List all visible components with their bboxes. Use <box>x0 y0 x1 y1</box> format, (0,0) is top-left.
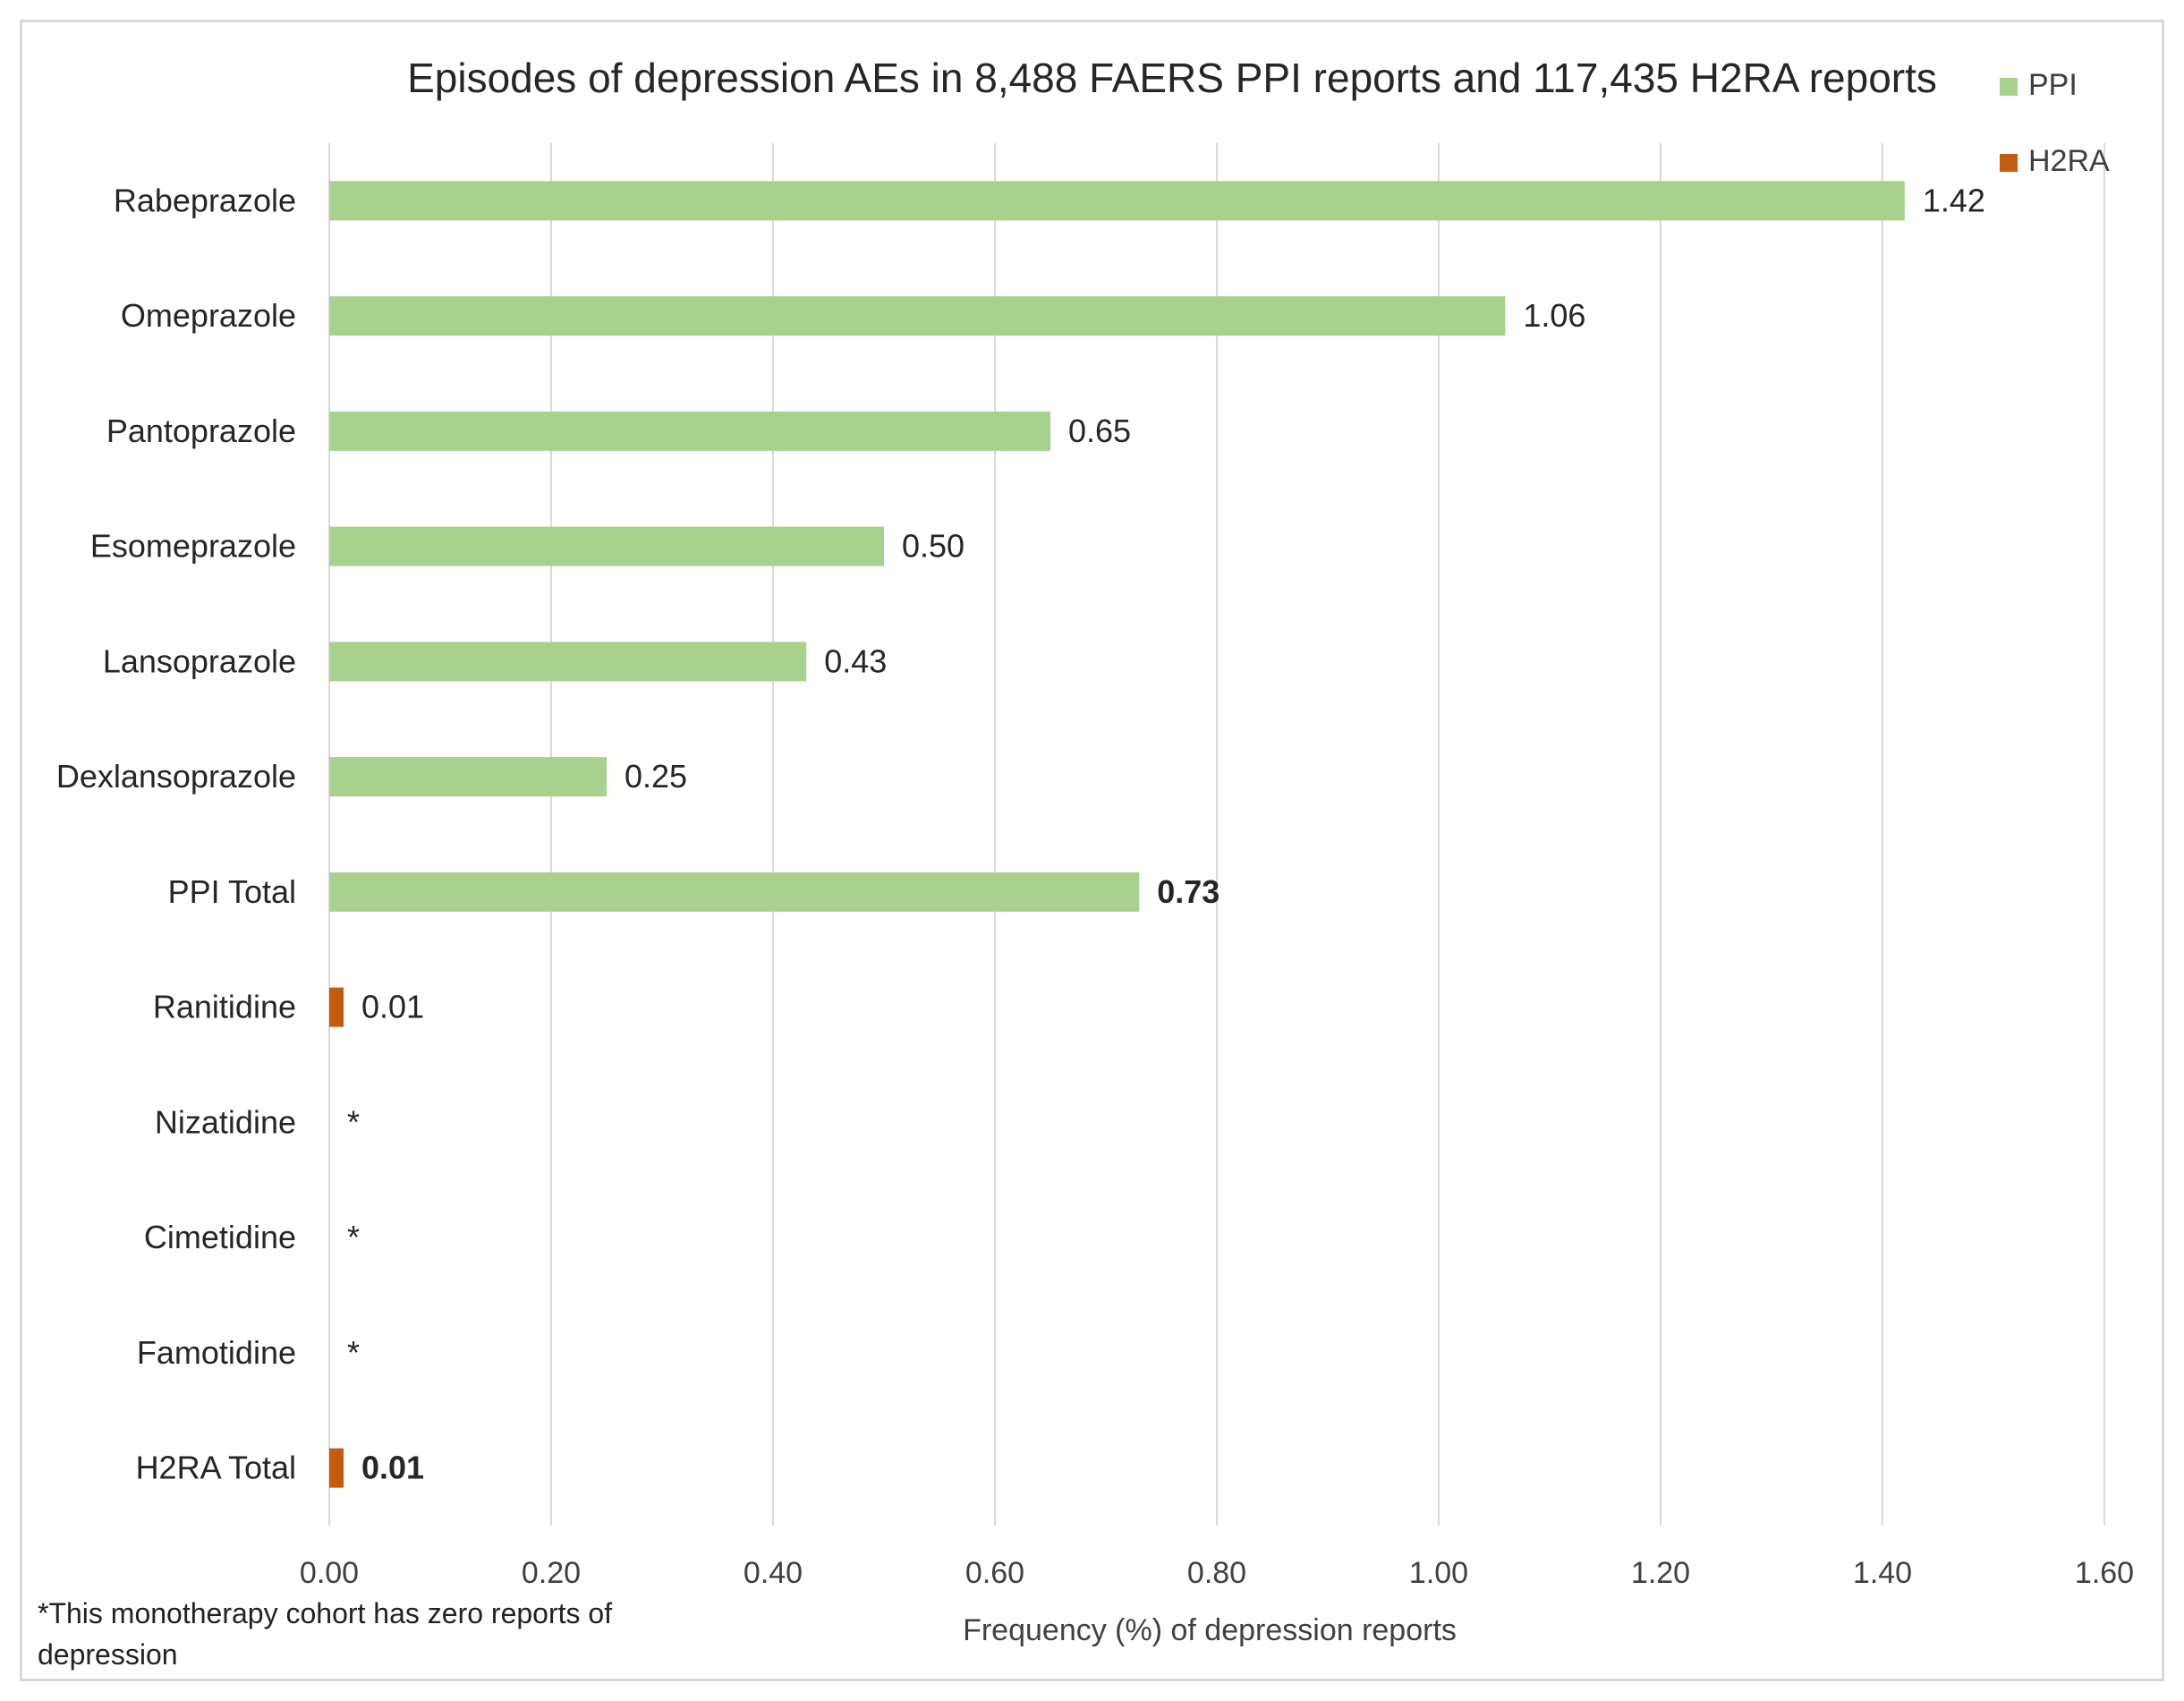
category-label: PPI Total <box>168 873 296 910</box>
x-tick-label: 0.20 <box>522 1556 581 1590</box>
data-label: 0.01 <box>361 1450 424 1486</box>
legend-swatch-h2ra <box>2000 154 2018 172</box>
bar-ppi <box>329 526 884 566</box>
chart-frame: 0.00 0.20 0.40 0.60 0.80 1.00 1.20 1.40 1.60 Epis… <box>20 20 2164 1681</box>
x-tick-label: 0.60 <box>965 1556 1024 1590</box>
category-label: Rabeprazole <box>114 182 296 218</box>
category-label: Cimetidine <box>144 1219 296 1255</box>
bar-ppi <box>329 296 1506 336</box>
category-label: Esomeprazole <box>90 528 296 565</box>
category-label: Lansoprazole <box>103 642 296 679</box>
data-label: * <box>347 1219 360 1255</box>
data-label: 0.73 <box>1157 873 1219 910</box>
category-label: Dexlansoprazole <box>56 758 296 795</box>
legend-label-h2ra: H2RA <box>2028 144 2110 178</box>
x-tick-label: 1.60 <box>2075 1556 2134 1590</box>
category-label: Pantoprazole <box>106 412 296 449</box>
legend-swatch-ppi <box>2000 78 2018 96</box>
x-tick-label: 1.40 <box>1853 1556 1912 1590</box>
legend-label-ppi: PPI <box>2028 68 2078 102</box>
data-label: 0.50 <box>902 528 965 565</box>
data-label: 1.42 <box>1923 182 1985 218</box>
data-label: 0.65 <box>1068 412 1131 449</box>
x-tick-label: 1.20 <box>1631 1556 1690 1590</box>
category-label: H2RA Total <box>136 1450 296 1486</box>
category-label: Famotidine <box>137 1334 296 1371</box>
x-tick-label: 0.40 <box>744 1556 803 1590</box>
data-label: * <box>347 1103 360 1140</box>
x-tick-label: 1.00 <box>1409 1556 1468 1590</box>
category-label: Omeprazole <box>121 297 296 334</box>
category-label: Nizatidine <box>155 1103 296 1140</box>
chart-footnote: *This monotherapy cohort has zero report… <box>38 1597 613 1671</box>
x-tick-label: 0.00 <box>300 1556 359 1590</box>
bar-ppi <box>329 757 607 797</box>
data-label: * <box>347 1334 360 1371</box>
x-axis-label: Frequency (%) of depression reports <box>963 1613 1457 1647</box>
chart-title: Episodes of depression AEs in 8,488 FAER… <box>407 55 1937 101</box>
bar-h2ra <box>329 987 344 1027</box>
bar-chart: 0.00 0.20 0.40 0.60 0.80 1.00 1.20 1.40 1.60 Epis… <box>56 55 2134 1647</box>
data-label: 0.25 <box>625 758 687 795</box>
bar-h2ra <box>329 1448 344 1488</box>
bar-ppi <box>329 642 807 682</box>
x-tick-label: 0.80 <box>1187 1556 1246 1590</box>
bar-ppi <box>329 872 1140 912</box>
data-label: 1.06 <box>1523 297 1585 334</box>
bar-ppi <box>329 181 1905 221</box>
data-label: 0.43 <box>824 642 887 679</box>
bar-ppi <box>329 411 1050 451</box>
category-label: Ranitidine <box>153 989 296 1025</box>
data-label: 0.01 <box>361 989 424 1025</box>
